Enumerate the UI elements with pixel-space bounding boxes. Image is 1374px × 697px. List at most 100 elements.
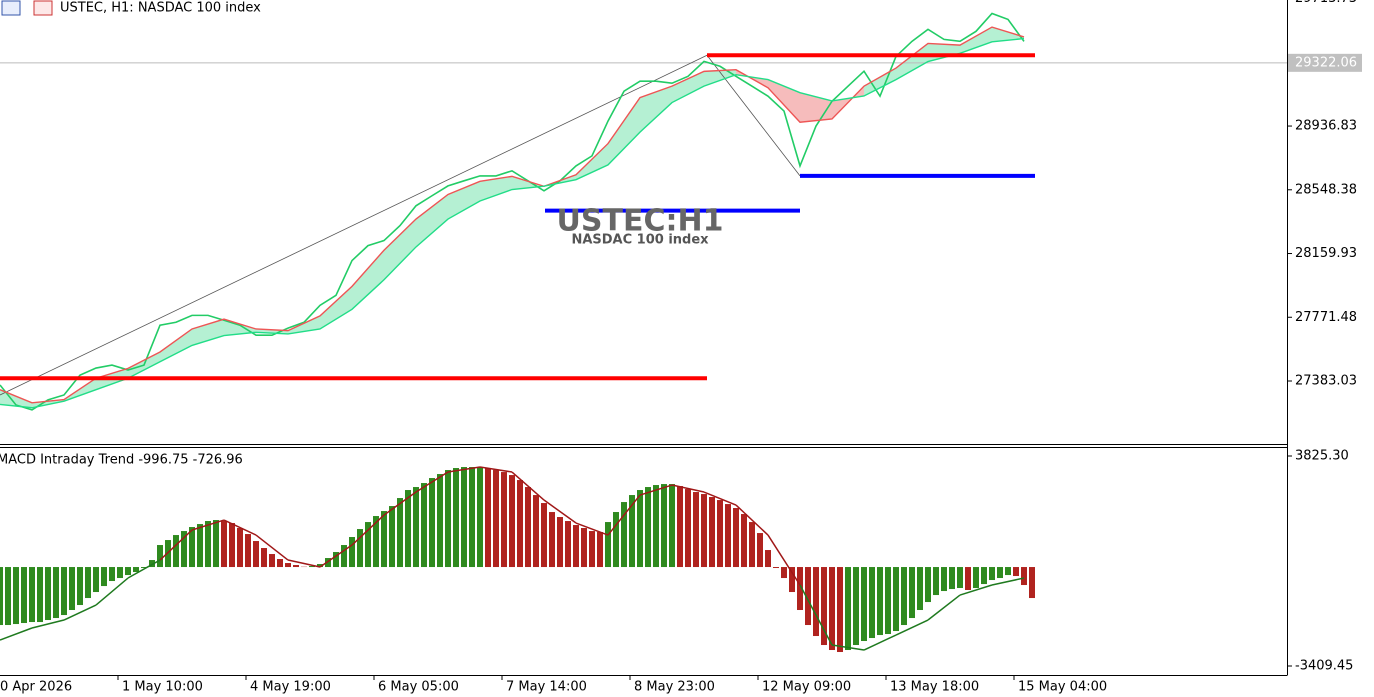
ma-fill — [896, 43, 928, 80]
histogram-bar — [477, 467, 483, 568]
histogram-bar — [933, 567, 939, 596]
histogram-bar — [109, 567, 115, 582]
histogram-bar — [973, 567, 979, 589]
y-tick-label: 27383.03 — [1295, 374, 1357, 389]
histogram-bar — [325, 558, 331, 568]
histogram-bar — [429, 478, 435, 568]
signal-line — [127, 559, 161, 579]
histogram-bar — [277, 559, 283, 568]
histogram-bar — [725, 504, 731, 568]
ma-fill — [480, 176, 512, 202]
histogram-bar — [853, 567, 859, 646]
signal-line — [191, 519, 225, 531]
ma-fill — [288, 315, 320, 334]
histogram-bar — [381, 511, 387, 568]
histogram-bar — [693, 492, 699, 568]
histogram-bar — [229, 523, 235, 568]
histogram-bar — [373, 516, 379, 568]
y-tick-label: 29713.73 — [1295, 0, 1357, 6]
watermark: USTEC:H1 — [557, 204, 724, 239]
histogram-bar — [45, 567, 51, 621]
histogram-bar — [829, 567, 835, 651]
histogram-bar — [141, 567, 147, 569]
signal-line — [863, 634, 897, 651]
histogram-bar — [797, 567, 803, 611]
histogram-bar — [125, 567, 131, 576]
histogram-bar — [37, 567, 43, 623]
histogram-bar — [741, 514, 747, 568]
ma-fill — [960, 27, 992, 54]
histogram-bar — [213, 520, 219, 568]
signal-line — [159, 529, 193, 561]
histogram-bar — [805, 567, 811, 626]
signal-line — [223, 519, 257, 536]
histogram-bar — [189, 527, 195, 568]
histogram-bar — [613, 512, 619, 568]
x-tick-label: 4 May 19:00 — [250, 680, 331, 695]
ma-fill — [640, 86, 672, 133]
histogram-bar — [117, 567, 123, 579]
ma-fill — [576, 143, 608, 180]
histogram-bar — [405, 490, 411, 568]
histogram-bar — [789, 567, 795, 593]
histogram-bar — [941, 567, 947, 592]
histogram-bar — [333, 552, 339, 568]
ma-fill — [416, 194, 448, 247]
histogram-bar — [717, 500, 723, 568]
y-tick-label: 28548.38 — [1295, 182, 1357, 197]
signal-line — [543, 499, 577, 524]
chart-title: USTEC, H1: NASDAC 100 index — [60, 1, 261, 16]
histogram-bar — [661, 484, 667, 568]
histogram-bar — [69, 567, 75, 611]
signal-line — [479, 466, 513, 473]
ma-fill — [992, 27, 1024, 42]
histogram-bar — [645, 487, 651, 568]
signal-line — [991, 577, 1025, 586]
signal-line — [319, 544, 353, 568]
histogram-bar — [149, 560, 155, 568]
histogram-bar — [21, 567, 27, 624]
histogram-bar — [365, 522, 371, 568]
y-tick-label: 28159.93 — [1295, 246, 1357, 261]
histogram-bar — [629, 495, 635, 568]
histogram-bar — [861, 567, 867, 642]
ma-fill — [928, 43, 960, 62]
signal-line — [927, 594, 961, 621]
histogram-bar — [349, 537, 355, 568]
ma-fill — [352, 250, 384, 310]
menu-icon[interactable] — [1, 0, 21, 16]
ma-fill — [448, 181, 480, 220]
current-price-box — [1288, 53, 1362, 72]
signal-line — [671, 484, 705, 493]
histogram-bar — [341, 545, 347, 568]
histogram-bar — [925, 567, 931, 603]
ma-fill — [704, 69, 736, 87]
histogram-bar — [901, 567, 907, 626]
signal-line — [415, 471, 449, 493]
signal-line — [575, 522, 609, 536]
histogram-bar — [781, 567, 787, 579]
ma-fill — [160, 328, 192, 362]
histogram-bar — [197, 524, 203, 568]
y-tick-label: -3409.45 — [1295, 658, 1353, 673]
histogram-bar — [437, 474, 443, 568]
histogram-bar — [205, 521, 211, 568]
signal-line — [255, 534, 289, 561]
histogram-bar — [509, 475, 515, 568]
histogram-bar — [749, 522, 755, 568]
histogram-bar — [533, 495, 539, 568]
histogram-bar — [965, 567, 971, 591]
histogram-bar — [173, 535, 179, 568]
x-tick-label: 0 Apr 2026 — [0, 680, 72, 695]
chart-icon[interactable] — [33, 0, 53, 16]
histogram-bar — [653, 485, 659, 568]
price-line — [0, 12, 1025, 411]
histogram-bar — [469, 467, 475, 568]
signal-line — [31, 619, 65, 629]
ma-fill — [672, 71, 704, 103]
histogram-bar — [357, 529, 363, 568]
signal-line — [383, 491, 417, 516]
histogram-bar — [893, 567, 899, 632]
histogram-bar — [389, 506, 395, 568]
